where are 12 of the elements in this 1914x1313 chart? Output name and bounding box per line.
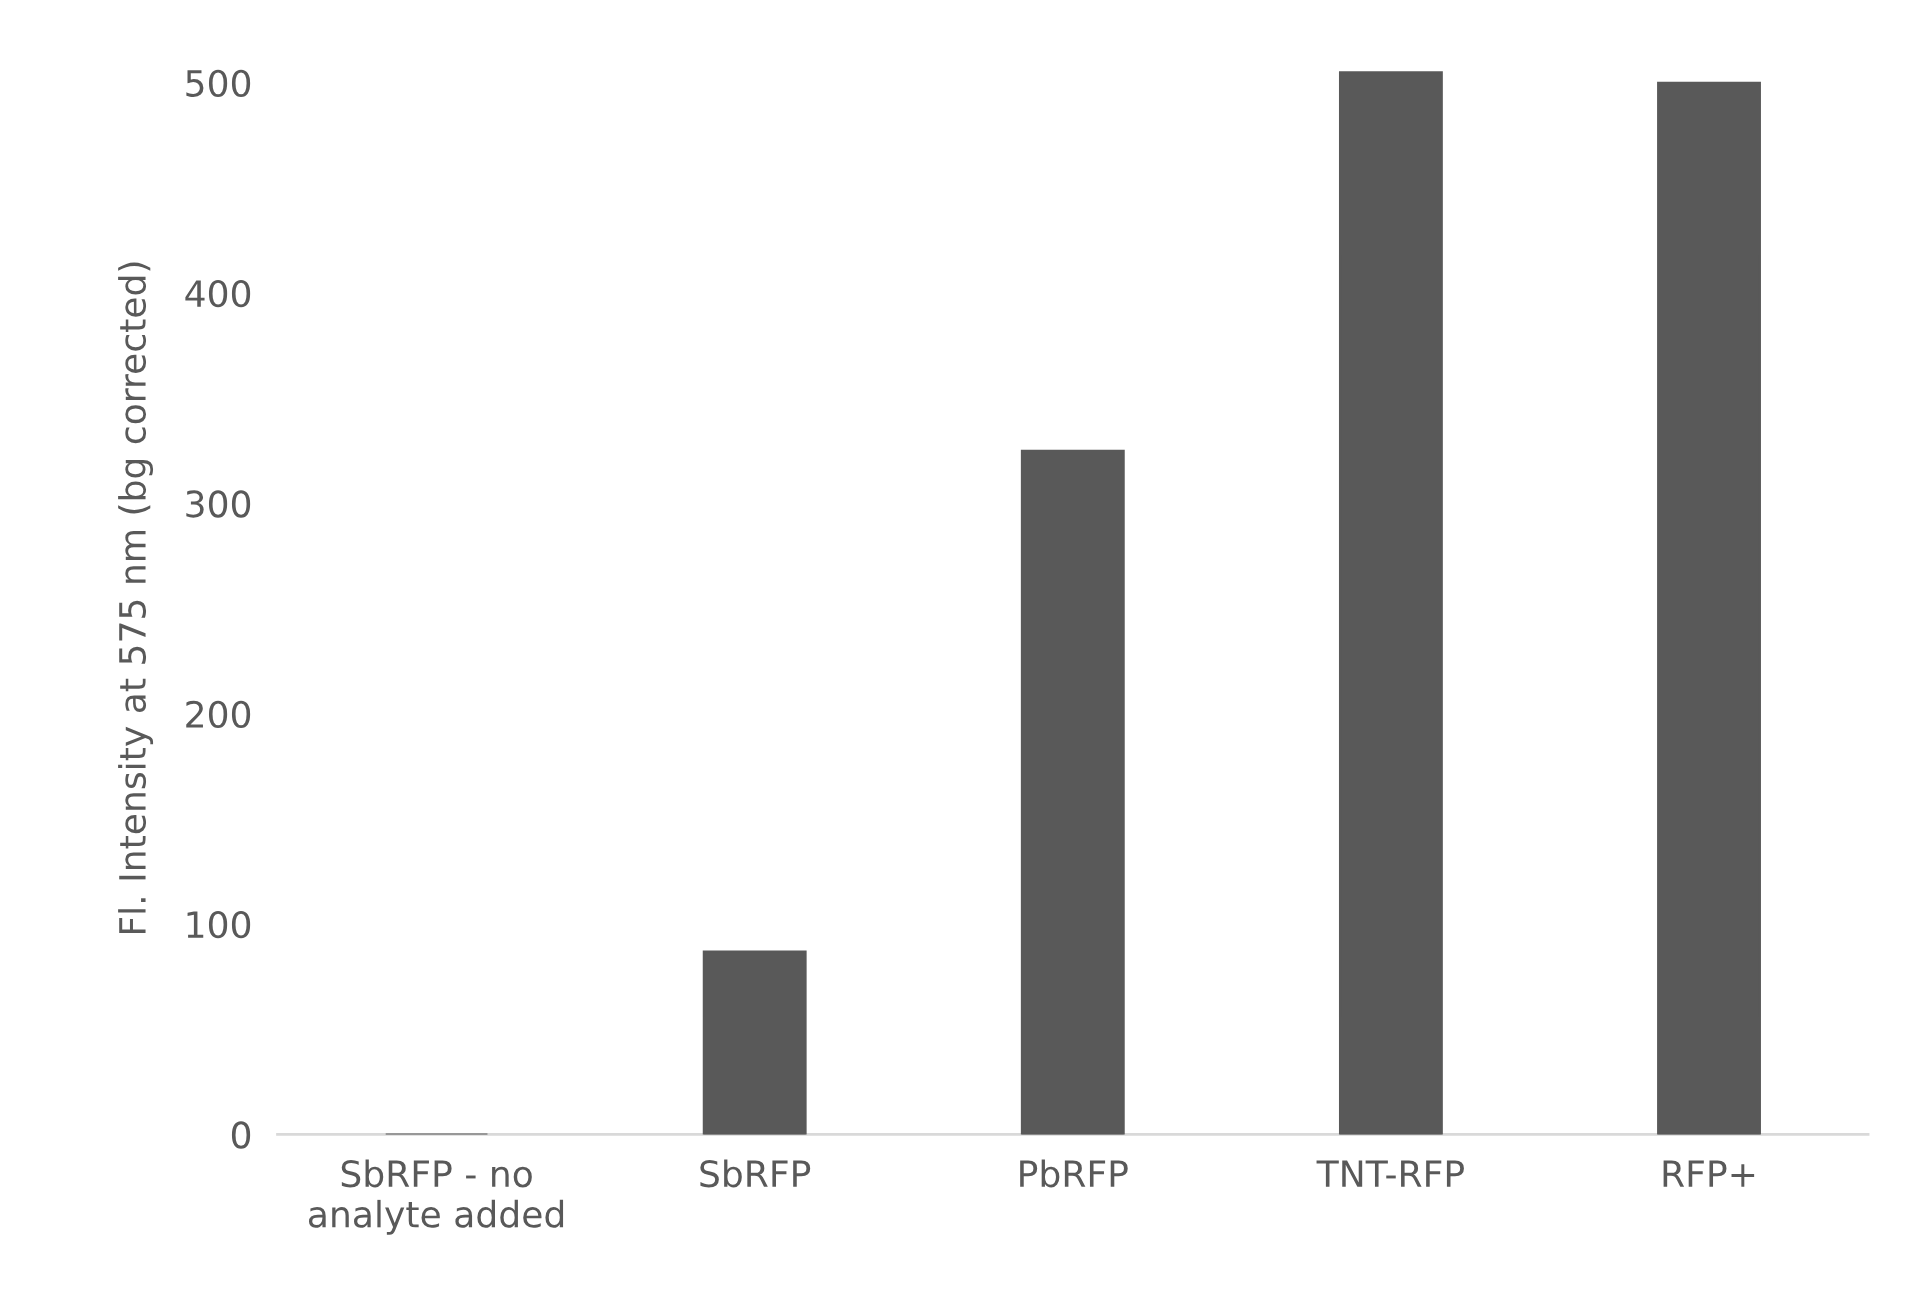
- x-tick-label: SbRFP: [700, 1159, 811, 1188]
- y-tick-label: 300: [186, 490, 251, 518]
- y-tick-label: 500: [186, 69, 251, 97]
- y-tick-label: 200: [186, 700, 251, 728]
- y-tick-label: 100: [187, 911, 251, 939]
- y-axis-title: Fl. Intensity at 575 nm (bg corrected): [118, 262, 154, 934]
- x-tick-label: SbRFP - no analyte added: [308, 1159, 564, 1235]
- x-tick-label: RFP+: [1663, 1160, 1755, 1187]
- y-tick-label: 0: [231, 1121, 251, 1149]
- x-tick-label: TNT-RFP: [1316, 1160, 1464, 1187]
- y-tick-label: 400: [185, 280, 251, 308]
- x-tick-label: PbRFP: [1020, 1159, 1128, 1188]
